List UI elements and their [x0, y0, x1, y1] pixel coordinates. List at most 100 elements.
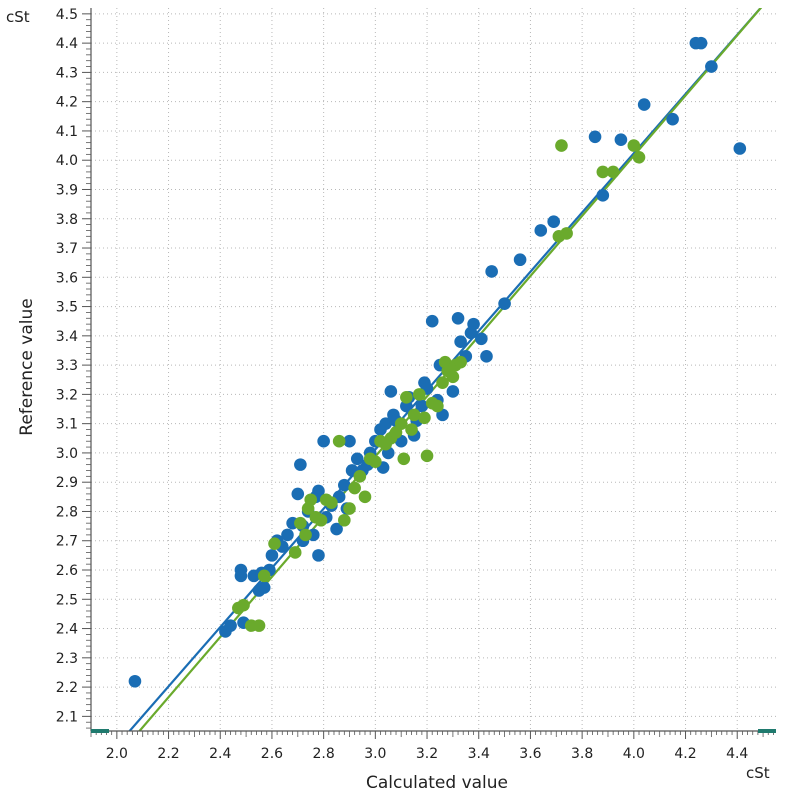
y-tick-label: 2.6 — [56, 563, 78, 579]
data-point-blue — [291, 487, 305, 501]
data-point-green — [407, 408, 421, 422]
data-point-blue — [733, 142, 747, 155]
data-point-green — [397, 452, 411, 466]
data-point-green — [252, 619, 266, 632]
x-scroll-handle-left[interactable] — [91, 729, 109, 733]
data-point-blue — [454, 335, 467, 348]
y-tick-label: 3.3 — [56, 358, 78, 374]
data-point-blue — [312, 484, 325, 498]
data-point-blue — [234, 569, 248, 583]
data-point-green — [596, 165, 610, 179]
data-point-green — [299, 528, 312, 542]
data-point-green — [338, 513, 351, 527]
data-point-blue — [485, 265, 498, 278]
y-tick-label: 3.6 — [56, 270, 78, 286]
y-tick-label: 3.0 — [56, 446, 78, 462]
data-point-blue — [480, 350, 493, 363]
y-tick-label: 4.2 — [56, 95, 78, 111]
data-point-blue — [384, 385, 398, 398]
data-point-green — [332, 434, 346, 448]
data-point-green — [314, 513, 328, 527]
data-point-green — [268, 537, 281, 550]
data-point-blue — [588, 130, 602, 144]
x-tick-label: 4.4 — [726, 746, 748, 762]
grid-lines — [91, 8, 776, 731]
data-point-green — [348, 481, 361, 495]
data-point-blue — [294, 458, 307, 471]
data-point-green — [405, 423, 418, 436]
data-point-blue — [637, 98, 651, 111]
data-point-green — [606, 165, 620, 179]
data-point-green — [412, 388, 426, 401]
data-point-green — [257, 569, 271, 583]
y-tick-label: 4.4 — [56, 36, 78, 52]
x-tick-label: 3.2 — [416, 746, 438, 762]
x-scroll-handle-right[interactable] — [758, 729, 776, 733]
data-point-green — [343, 502, 356, 515]
data-point-green — [420, 449, 434, 463]
y-tick-label: 3.5 — [56, 300, 78, 316]
x-tick-label: 3.6 — [519, 746, 541, 762]
data-point-blue — [317, 434, 330, 448]
data-point-green — [454, 355, 467, 369]
data-point-green — [555, 139, 568, 152]
y-tick-label: 2.5 — [56, 592, 78, 608]
x-axis-unit: cSt — [746, 764, 770, 782]
x-tick-label: 4.2 — [674, 746, 696, 762]
data-point-blue — [338, 478, 351, 492]
tick-labels: 2.0 2.2 2.4 2.6 2.8 3.0 3.2 3.4 3.6 3.8 4.0 4.2 4.4 2… — [56, 7, 749, 762]
data-point-green — [358, 490, 372, 504]
data-point-green — [431, 399, 444, 413]
data-point-blue — [343, 434, 356, 448]
data-point-green — [436, 376, 449, 389]
data-point-blue — [596, 189, 610, 202]
data-point-green — [560, 227, 573, 240]
y-tick-label: 2.1 — [56, 709, 78, 725]
y-tick-label: 2.4 — [56, 622, 78, 638]
data-point-green — [627, 139, 641, 152]
x-tick-label: 2.0 — [106, 746, 128, 762]
data-point-blue — [451, 311, 465, 325]
x-tick-label: 2.8 — [313, 746, 335, 762]
y-tick-label: 2.3 — [56, 651, 78, 667]
data-point-blue — [498, 297, 511, 310]
data-point-blue — [265, 549, 279, 562]
data-point-green — [304, 493, 318, 507]
x-scrollbar[interactable] — [91, 729, 776, 733]
data-point-green — [418, 411, 431, 425]
data-point-blue — [694, 36, 708, 50]
data-point-green — [325, 496, 338, 509]
y-tick-label: 3.1 — [56, 417, 78, 433]
y-tick-label: 2.2 — [56, 680, 78, 696]
data-point-blue — [350, 452, 364, 466]
data-point-green — [288, 546, 302, 559]
data-point-blue — [312, 549, 325, 562]
y-tick-label: 2.8 — [56, 504, 78, 520]
data-point-green — [369, 455, 382, 469]
y-tick-label: 3.9 — [56, 182, 78, 198]
y-axis-unit: cSt — [6, 8, 30, 26]
x-tick-label: 3.4 — [468, 746, 490, 762]
x-tick-label: 4.0 — [623, 746, 645, 762]
data-point-blue — [467, 317, 480, 331]
axes — [82, 8, 776, 739]
y-axis-title: Reference value — [17, 298, 37, 435]
data-point-blue — [330, 522, 343, 536]
data-point-blue — [614, 133, 628, 147]
data-point-blue — [379, 417, 392, 430]
data-point-blue — [513, 253, 527, 267]
data-point-blue — [425, 314, 439, 328]
data-points — [128, 36, 747, 688]
y-tick-label: 2.7 — [56, 534, 78, 550]
data-point-green — [237, 598, 250, 612]
data-point-blue — [446, 385, 460, 398]
y-tick-label: 4.3 — [56, 65, 78, 81]
x-tick-label: 2.6 — [261, 746, 283, 762]
x-axis-title: Calculated value — [366, 773, 508, 793]
x-tick-label: 3.8 — [571, 746, 593, 762]
y-tick-label: 3.7 — [56, 241, 78, 257]
y-tick-label: 3.4 — [56, 329, 78, 345]
data-point-green — [353, 470, 367, 483]
data-point-blue — [705, 60, 718, 73]
